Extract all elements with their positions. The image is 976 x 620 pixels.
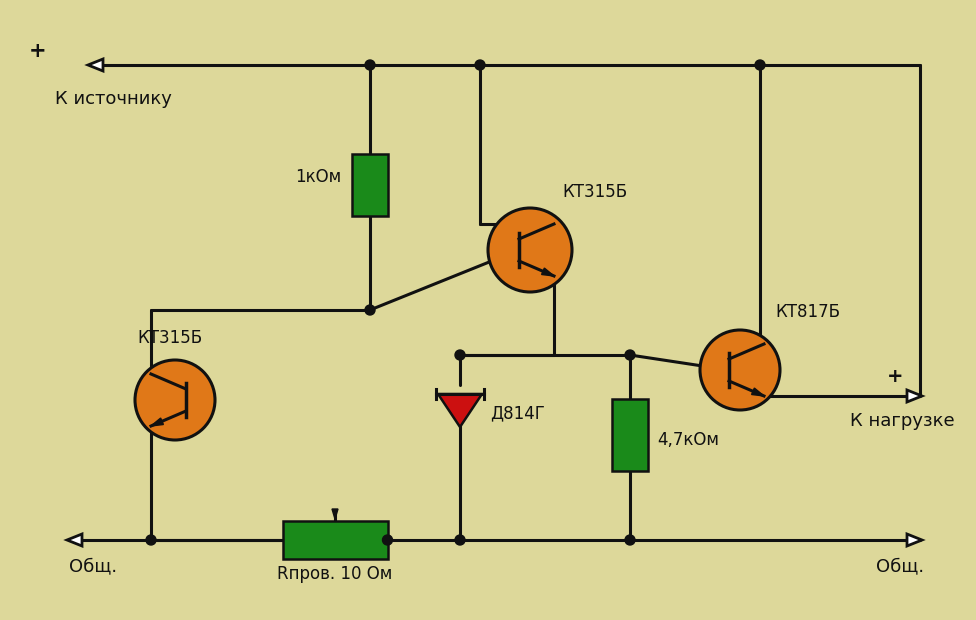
Bar — [352, 154, 388, 216]
Polygon shape — [907, 534, 922, 546]
Text: Общ.: Общ. — [875, 557, 924, 575]
Polygon shape — [752, 388, 764, 396]
Ellipse shape — [135, 360, 215, 440]
Bar — [282, 521, 387, 559]
Circle shape — [625, 350, 635, 360]
Text: Rпров. 10 Ом: Rпров. 10 Ом — [277, 565, 392, 583]
Circle shape — [365, 60, 375, 70]
Text: 1кОм: 1кОм — [295, 168, 342, 186]
Circle shape — [383, 535, 392, 545]
Circle shape — [625, 535, 635, 545]
Text: К источнику: К источнику — [55, 90, 172, 108]
Text: КТ315Б: КТ315Б — [562, 183, 628, 201]
Polygon shape — [907, 390, 922, 402]
Circle shape — [146, 535, 156, 545]
Text: К нагрузке: К нагрузке — [850, 412, 955, 430]
Circle shape — [455, 350, 465, 360]
Polygon shape — [332, 509, 338, 519]
Text: Д814Г: Д814Г — [491, 404, 546, 422]
Polygon shape — [438, 394, 482, 427]
Bar — [612, 399, 648, 471]
Ellipse shape — [700, 330, 780, 410]
Polygon shape — [151, 418, 163, 426]
Text: КТ817Б: КТ817Б — [776, 303, 840, 321]
Text: КТ315Б: КТ315Б — [138, 329, 203, 347]
Ellipse shape — [488, 208, 572, 292]
Text: +: + — [29, 41, 47, 61]
Circle shape — [755, 60, 765, 70]
Polygon shape — [88, 59, 103, 71]
Polygon shape — [542, 268, 554, 276]
Polygon shape — [67, 534, 82, 546]
Circle shape — [365, 305, 375, 315]
Text: +: + — [887, 366, 903, 386]
Text: 4,7кОм: 4,7кОм — [657, 431, 719, 449]
Circle shape — [455, 535, 465, 545]
Circle shape — [475, 60, 485, 70]
Text: Общ.: Общ. — [69, 557, 117, 575]
